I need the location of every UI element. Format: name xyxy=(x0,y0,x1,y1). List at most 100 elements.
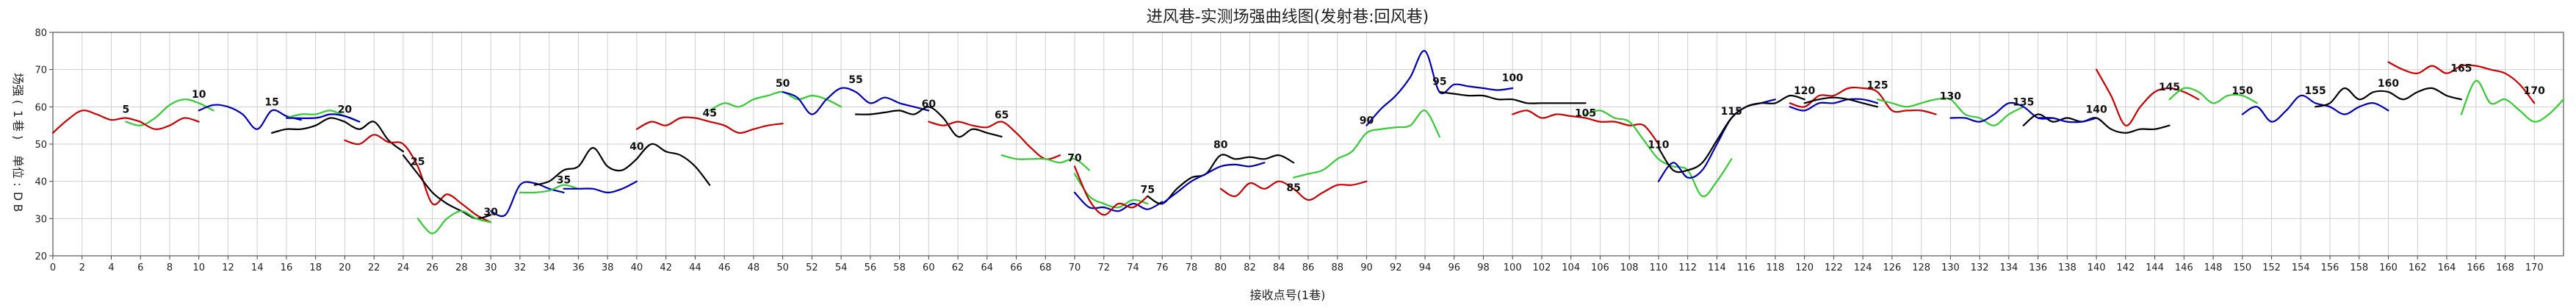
x-tick-label: 150 xyxy=(2233,262,2251,273)
x-tick-label: 134 xyxy=(1999,262,2018,273)
point-label: 170 xyxy=(2524,85,2545,97)
series-layer xyxy=(51,50,2565,234)
x-tick-label: 78 xyxy=(1186,262,1198,273)
point-label: 160 xyxy=(2378,78,2399,90)
point-label: 155 xyxy=(2305,85,2326,97)
series-line-41 xyxy=(2037,117,2098,123)
point-label: 45 xyxy=(703,108,717,120)
x-tick-label: 156 xyxy=(2321,262,2339,273)
point-label: 145 xyxy=(2159,82,2180,93)
series-line-0 xyxy=(51,110,142,134)
x-tick-label: 42 xyxy=(660,262,672,273)
x-tick-label: 62 xyxy=(952,262,964,273)
point-label: 125 xyxy=(1866,80,1888,92)
x-tick-label: 44 xyxy=(689,262,701,273)
x-tick-label: 40 xyxy=(631,262,643,273)
x-tick-label: 86 xyxy=(1302,262,1315,273)
series-line-11 xyxy=(490,181,565,218)
x-tick-label: 96 xyxy=(1448,262,1460,273)
point-label: 135 xyxy=(2013,96,2034,108)
x-tick-label: 92 xyxy=(1390,262,1402,273)
y-tick-label: 70 xyxy=(35,65,47,76)
x-tick-label: 72 xyxy=(1098,262,1111,273)
y-axis-label-char: 单 xyxy=(11,155,25,167)
point-label: 95 xyxy=(1432,76,1446,87)
point-labels: 5 10 15 20 25 30 35 40 45 50 55 60 65 70 75 80 85 90 95 100… xyxy=(122,63,2545,218)
y-tick-label: 80 xyxy=(35,28,47,39)
x-tick-label: 68 xyxy=(1039,262,1052,273)
series-line-46 xyxy=(2387,61,2536,104)
x-tick-label: 30 xyxy=(485,262,497,273)
x-tick-label: 112 xyxy=(1678,262,1697,273)
point-label: 110 xyxy=(1648,140,1669,151)
series-line-39 xyxy=(1949,101,2054,123)
y-axis-label-char: B xyxy=(11,204,25,212)
point-label: 150 xyxy=(2232,85,2253,97)
series-line-45 xyxy=(2315,87,2462,108)
point-label: 65 xyxy=(995,110,1009,121)
x-tick-label: 66 xyxy=(1010,262,1022,273)
x-tick-label: 146 xyxy=(2175,262,2193,273)
x-tick-label: 34 xyxy=(543,262,555,273)
series-line-27 xyxy=(1219,180,1368,201)
x-tick-label: 110 xyxy=(1650,262,1668,273)
series-line-22 xyxy=(1073,191,1163,212)
x-tick-label: 24 xyxy=(397,262,410,273)
series-line-21 xyxy=(1000,154,1090,171)
x-tick-label: 10 xyxy=(192,262,205,273)
x-tick-label: 56 xyxy=(865,262,877,273)
plot-frame xyxy=(52,32,2564,257)
x-tick-label: 116 xyxy=(1737,262,1756,273)
x-tick-label: 48 xyxy=(748,262,760,273)
point-label: 40 xyxy=(629,141,644,153)
y-axis-label-char: ( xyxy=(11,100,25,104)
series-line-4 xyxy=(271,117,346,134)
x-tick-label: 128 xyxy=(1912,262,1930,273)
point-label: 25 xyxy=(411,156,425,168)
point-label: 30 xyxy=(483,207,498,218)
point-label: 5 xyxy=(122,104,129,115)
point-label: 75 xyxy=(1141,184,1155,196)
series-line-19 xyxy=(854,106,1003,138)
x-tick-label: 14 xyxy=(251,262,264,273)
x-tick-label: 168 xyxy=(2496,262,2514,273)
x-tick-label: 148 xyxy=(2204,262,2223,273)
series-line-43 xyxy=(2168,87,2258,104)
x-tick-label: 52 xyxy=(806,262,818,273)
x-tick-label: 158 xyxy=(2350,262,2368,273)
point-label: 15 xyxy=(264,96,278,108)
x-tick-label: 60 xyxy=(923,262,935,273)
x-tick-label: 130 xyxy=(1941,262,1960,273)
x-tick-label: 20 xyxy=(339,262,351,273)
series-line-35 xyxy=(1789,86,1937,115)
series-line-17 xyxy=(709,90,843,112)
chart-title: 进风巷-实测场强曲线图(发射巷:回风巷) xyxy=(1147,8,1429,26)
series-line-2 xyxy=(140,117,200,130)
series-line-18 xyxy=(782,87,930,115)
x-tick-label: 114 xyxy=(1708,262,1726,273)
y-axis-label-char: ) xyxy=(11,135,25,140)
x-tick-label: 6 xyxy=(137,262,143,273)
point-label: 80 xyxy=(1213,140,1228,151)
point-label: 165 xyxy=(2450,63,2472,75)
y-axis-label-char: 位 xyxy=(11,167,25,179)
x-tick-label: 122 xyxy=(1825,262,1843,273)
x-tick-label: 124 xyxy=(1854,262,1872,273)
point-label: 70 xyxy=(1067,152,1082,164)
x-tick-label: 152 xyxy=(2262,262,2281,273)
x-tick-label: 22 xyxy=(368,262,380,273)
x-tick-label: 64 xyxy=(981,262,994,273)
series-line-47 xyxy=(2460,79,2565,123)
x-tick-label: 118 xyxy=(1766,262,1784,273)
x-tick-label: 50 xyxy=(776,262,789,273)
x-tick-label: 120 xyxy=(1795,262,1814,273)
series-line-30 xyxy=(1438,91,1587,104)
y-tick-label: 40 xyxy=(35,177,47,188)
point-label: 60 xyxy=(922,99,937,110)
x-tick-label: 58 xyxy=(893,262,906,273)
x-tick-label: 76 xyxy=(1156,262,1169,273)
x-tick-label: 108 xyxy=(1620,262,1639,273)
